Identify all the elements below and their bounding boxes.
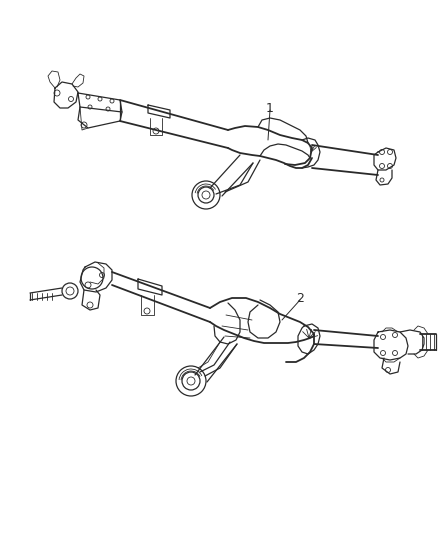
Text: 2: 2 [296,292,304,304]
Text: 1: 1 [266,101,274,115]
